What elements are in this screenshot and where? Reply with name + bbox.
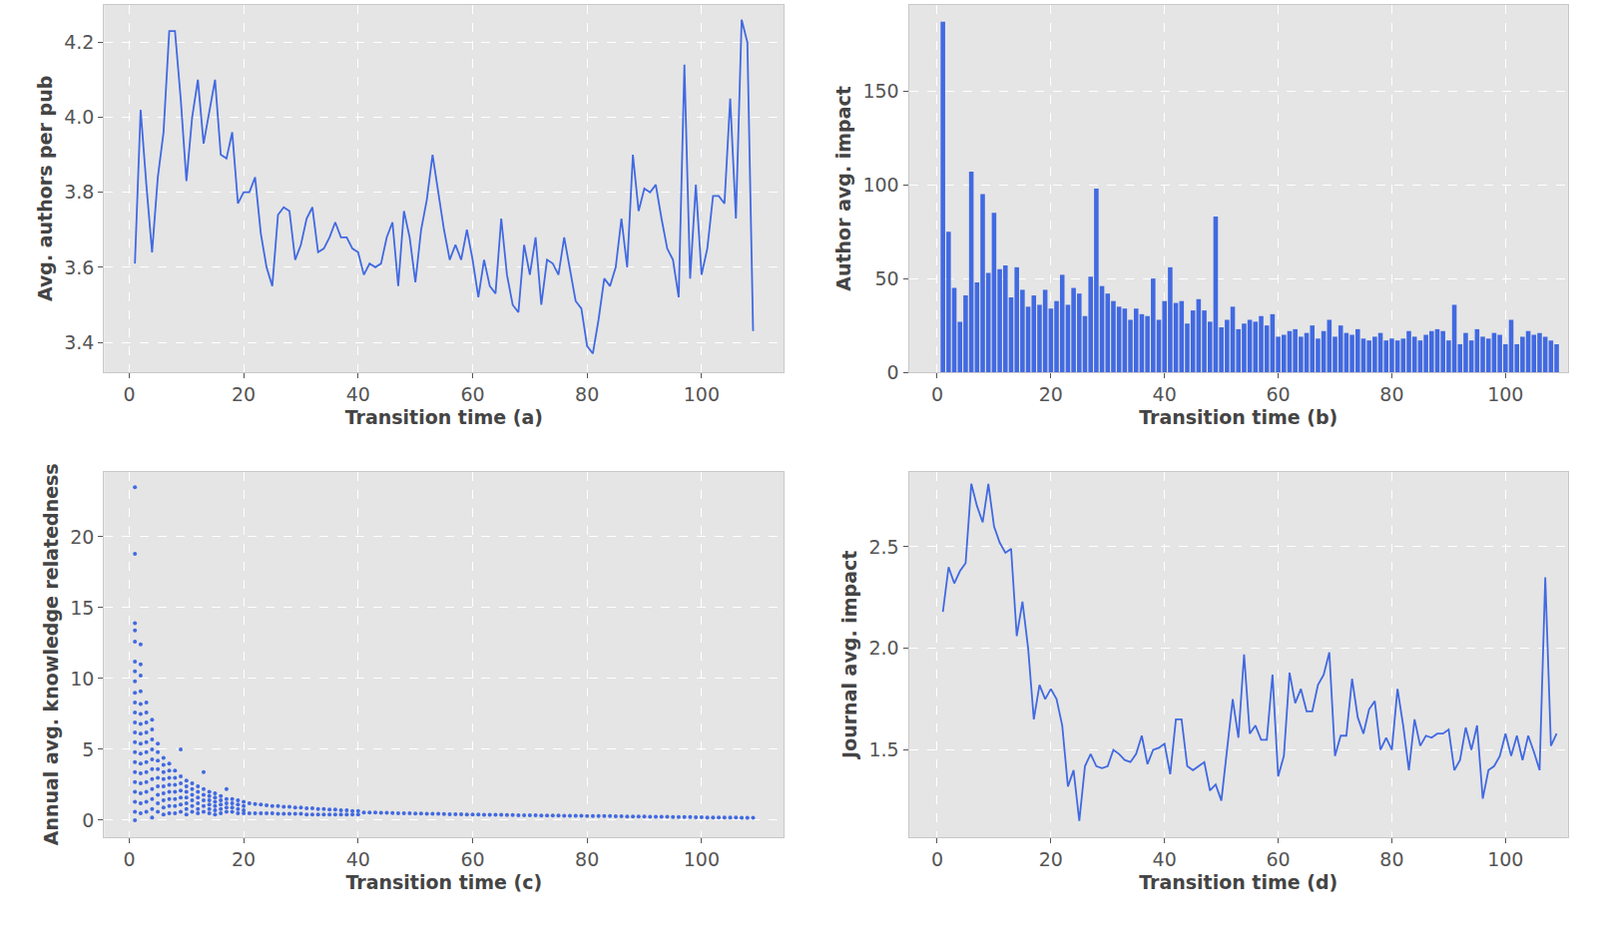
svg-text:50: 50: [875, 267, 900, 290]
svg-text:3.4: 3.4: [63, 331, 94, 354]
svg-text:5: 5: [81, 738, 94, 761]
svg-text:80: 80: [574, 848, 599, 871]
svg-text:2.0: 2.0: [868, 636, 899, 659]
svg-text:80: 80: [1379, 383, 1404, 406]
svg-text:20: 20: [1039, 383, 1064, 406]
svg-text:60: 60: [460, 383, 485, 406]
svg-text:0: 0: [931, 383, 944, 406]
svg-text:0: 0: [122, 848, 135, 871]
svg-text:4.0: 4.0: [63, 105, 94, 128]
svg-text:100: 100: [1487, 383, 1524, 406]
svg-text:1.5: 1.5: [868, 738, 899, 761]
svg-text:10: 10: [69, 667, 94, 690]
svg-text:Transition time (c): Transition time (c): [345, 871, 542, 894]
svg-text:4.2: 4.2: [63, 30, 94, 53]
svg-text:15: 15: [69, 596, 94, 619]
svg-text:Transition time (b): Transition time (b): [1138, 406, 1338, 429]
svg-text:Transition time (d): Transition time (d): [1138, 871, 1338, 894]
svg-text:20: 20: [231, 383, 256, 406]
svg-text:0: 0: [931, 848, 944, 871]
svg-text:0: 0: [122, 383, 135, 406]
svg-text:40: 40: [1152, 848, 1177, 871]
svg-text:100: 100: [862, 173, 899, 196]
svg-text:Avg. authors per pub: Avg. authors per pub: [33, 75, 56, 302]
svg-text:Author avg. impact: Author avg. impact: [832, 85, 855, 292]
svg-text:3.6: 3.6: [63, 256, 94, 279]
svg-text:100: 100: [683, 848, 720, 871]
svg-text:Journal avg. impact: Journal avg. impact: [838, 550, 861, 761]
svg-text:100: 100: [683, 383, 720, 406]
svg-text:0: 0: [887, 361, 900, 384]
svg-text:0: 0: [81, 809, 94, 832]
svg-text:100: 100: [1487, 848, 1524, 871]
svg-text:Annual avg. knowledge relatedn: Annual avg. knowledge relatedness: [39, 463, 62, 846]
svg-text:40: 40: [1152, 383, 1177, 406]
svg-text:40: 40: [346, 848, 371, 871]
svg-text:3.8: 3.8: [63, 180, 94, 203]
svg-text:20: 20: [1039, 848, 1064, 871]
svg-text:60: 60: [460, 848, 485, 871]
svg-text:60: 60: [1265, 848, 1290, 871]
svg-text:Transition time (a): Transition time (a): [345, 406, 543, 429]
svg-text:20: 20: [69, 526, 94, 548]
svg-text:80: 80: [574, 383, 599, 406]
svg-text:80: 80: [1379, 848, 1404, 871]
svg-text:60: 60: [1265, 383, 1290, 406]
svg-text:40: 40: [346, 383, 371, 406]
svg-text:150: 150: [862, 79, 899, 102]
svg-text:2.5: 2.5: [868, 535, 899, 558]
svg-text:20: 20: [231, 848, 256, 871]
